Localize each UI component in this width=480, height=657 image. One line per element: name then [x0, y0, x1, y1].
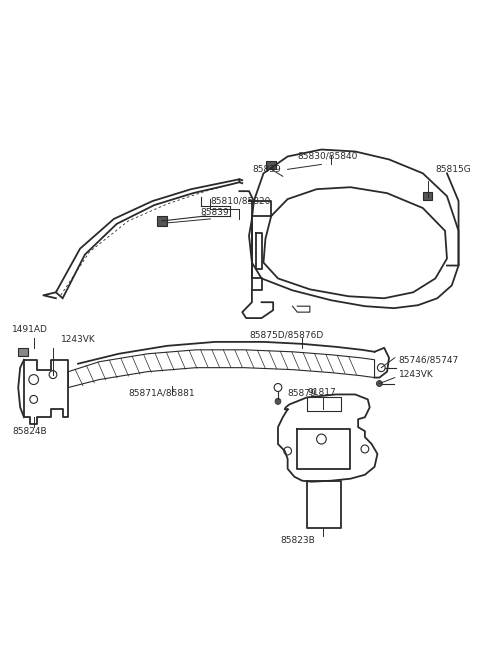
Polygon shape: [69, 350, 374, 388]
Text: 85815G: 85815G: [435, 165, 471, 174]
Circle shape: [361, 445, 369, 453]
Text: 1491AD: 1491AD: [12, 325, 48, 334]
Text: 91817: 91817: [307, 388, 336, 397]
Text: 85839: 85839: [252, 165, 281, 174]
Polygon shape: [56, 179, 240, 298]
Bar: [266, 162, 276, 170]
Text: 85839: 85839: [201, 208, 229, 217]
Circle shape: [49, 371, 57, 378]
Circle shape: [30, 396, 37, 403]
Text: 85824B: 85824B: [12, 426, 47, 436]
Text: 85746/85747: 85746/85747: [399, 355, 459, 364]
Text: 85871A/85881: 85871A/85881: [128, 389, 195, 398]
Text: 85875D/85876D: 85875D/85876D: [249, 330, 323, 340]
Circle shape: [317, 434, 326, 444]
Bar: [157, 216, 167, 226]
Circle shape: [376, 380, 382, 386]
Bar: [18, 348, 28, 356]
Text: 85823B: 85823B: [280, 535, 315, 545]
Circle shape: [377, 364, 385, 372]
Text: 85810/85820: 85810/85820: [210, 196, 271, 206]
Text: 85879: 85879: [288, 389, 316, 398]
Bar: [423, 192, 432, 200]
Text: 1243VK: 1243VK: [60, 336, 96, 344]
Circle shape: [275, 398, 281, 404]
Circle shape: [284, 447, 291, 455]
Circle shape: [274, 384, 282, 392]
Text: 1243VK: 1243VK: [399, 370, 433, 379]
Circle shape: [29, 374, 38, 384]
Text: 85830/85840: 85830/85840: [297, 152, 358, 161]
